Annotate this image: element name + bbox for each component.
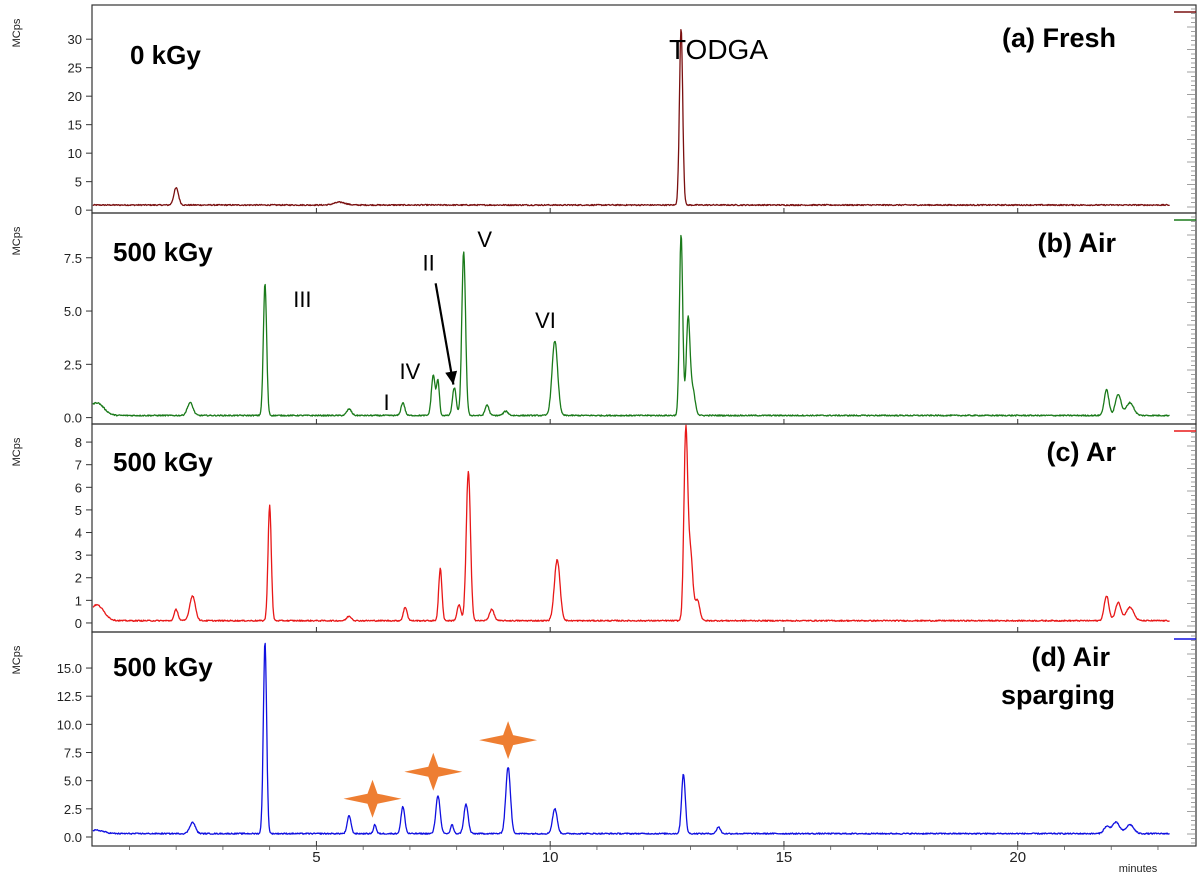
y-tick-label: 10.0: [57, 717, 82, 732]
dose-label: 500 kGy: [113, 237, 213, 267]
y-tick-label: 30: [68, 32, 82, 47]
panel-frame: [91, 631, 1197, 847]
x-tick-label: 20: [1009, 849, 1026, 866]
x-tick-label: 15: [776, 849, 793, 866]
condition-label: (b) Air: [1038, 228, 1117, 258]
star-marker: [404, 752, 463, 791]
y-tick-label: 3: [75, 548, 82, 563]
panel-d: 0.0 2.5 5.0 7.5 10.0 12.5 15.0 MCps 500 kGy (d) A…: [11, 631, 1197, 847]
star-marker: [343, 779, 402, 818]
y-tick-label: 2.5: [64, 357, 82, 372]
y-axis-label: MCps: [11, 226, 23, 255]
panel-frame: [91, 423, 1197, 633]
y-tick-label: 7.5: [64, 746, 82, 761]
y-tick-label: 15.0: [57, 661, 82, 676]
dose-label: 0 kGy: [130, 40, 201, 70]
y-tick-label: 4: [75, 526, 82, 541]
y-tick-label: 1: [75, 593, 82, 608]
y-tick-label: 8: [75, 435, 82, 450]
chromatogram-trace-d: [92, 642, 1170, 835]
condition-label: sparging: [1001, 680, 1115, 710]
y-tick-label: 25: [68, 61, 82, 76]
y-tick-label: 5.0: [64, 774, 82, 789]
peak-annotation: II: [423, 251, 435, 276]
y-tick-label: 0.0: [64, 830, 82, 845]
y-tick-label: 12.5: [57, 689, 82, 704]
y-tick-label: 5: [75, 503, 82, 518]
y-tick-label: 0: [75, 203, 82, 218]
panel-frame: [91, 212, 1197, 425]
y-axis-label: MCps: [11, 645, 23, 674]
y-tick-label: 0: [75, 616, 82, 631]
peak-annotation: I: [383, 390, 389, 415]
star-marker: [479, 721, 538, 760]
y-axis-label: MCps: [11, 437, 23, 466]
peak-annotation: VI: [535, 308, 556, 333]
y-tick-label: 5: [75, 175, 82, 190]
peak-annotation: IV: [400, 359, 421, 384]
x-axis-label: minutes: [1119, 863, 1158, 875]
condition-label: (a) Fresh: [1002, 23, 1116, 53]
y-tick-label: 15: [68, 118, 82, 133]
x-tick-label: 10: [542, 849, 559, 866]
chromatogram-trace-a: [92, 28, 1170, 207]
arrow-head: [445, 370, 458, 385]
y-tick-label: 2.5: [64, 802, 82, 817]
y-tick-label: 7.5: [64, 251, 82, 266]
peak-annotation: V: [477, 227, 492, 252]
y-tick-label: 2: [75, 571, 82, 586]
y-tick-label: 10: [68, 146, 82, 161]
arrow-line: [434, 283, 455, 385]
panel-a: 0 5 10 15 20 25 30 MCps 0 kGy (a) Fresh TODGA: [11, 4, 1197, 218]
x-tick-label: 5: [312, 849, 320, 866]
peak-annotation: III: [293, 287, 311, 312]
chromatogram-trace-c: [92, 424, 1170, 622]
condition-label: (c) Ar: [1046, 437, 1116, 467]
peak-annotation: TODGA: [669, 34, 768, 65]
chromatogram-trace-b: [92, 234, 1170, 417]
dose-label: 500 kGy: [113, 447, 213, 477]
y-tick-label: 5.0: [64, 304, 82, 319]
dose-label: 500 kGy: [113, 652, 213, 682]
y-tick-label: 6: [75, 480, 82, 495]
panel-c: 0 1 2 3 4 5 6 7 8 MCps 500 kGy (c) Ar: [11, 423, 1197, 633]
y-tick-label: 0.0: [64, 411, 82, 426]
condition-label: (d) Air: [1032, 642, 1111, 672]
y-axis-label: MCps: [11, 18, 23, 47]
y-tick-label: 7: [75, 458, 82, 473]
y-tick-label: 20: [68, 89, 82, 104]
